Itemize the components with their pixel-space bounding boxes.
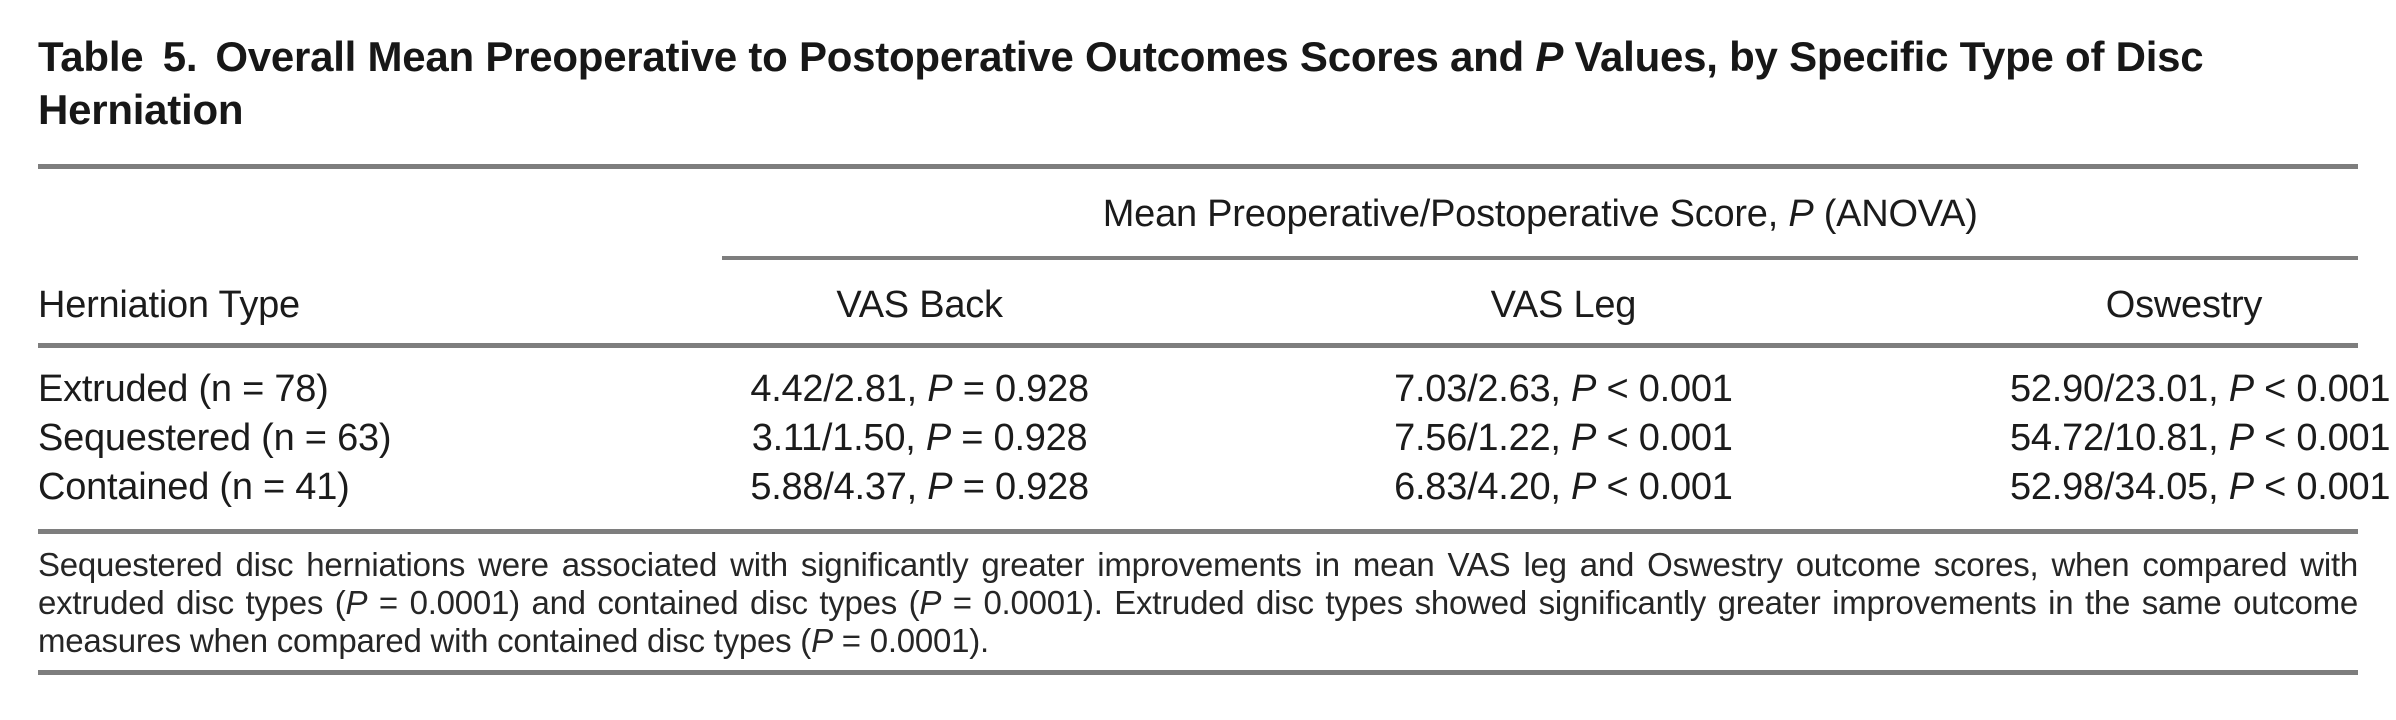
row-label: Contained (n = 41)	[38, 463, 723, 534]
table-title-text: Overall Mean Preoperative to Postoperati…	[38, 33, 2204, 133]
outcomes-table: Mean Preoperative/Postoperative Score, P…	[38, 164, 2391, 534]
bottom-rule	[38, 670, 2358, 675]
cell-vas-leg: 7.56/1.22, P < 0.001	[1394, 417, 1733, 459]
paper-table-page: Table 5. Overall Mean Preoperative to Pos…	[0, 30, 2396, 675]
row-label: Extruded (n = 78)	[38, 368, 329, 410]
spanner-row: Mean Preoperative/Postoperative Score, P…	[38, 166, 2358, 260]
column-header-vas-leg: VAS Leg	[1116, 258, 2010, 348]
table-number-label: Table 5.	[38, 33, 198, 80]
column-header-vas-back: VAS Back	[722, 258, 1117, 348]
cell-vas-leg: 6.83/4.20, P < 0.001	[1116, 463, 2010, 534]
cell-vas-back: 5.88/4.37, P = 0.928	[722, 463, 1117, 534]
table-footnote: Sequestered disc herniations were associ…	[38, 546, 2358, 659]
spanner-spacer-cell	[38, 167, 722, 259]
page-title: Table 5. Overall Mean Preoperative to Pos…	[38, 30, 2208, 136]
column-header-oswestry: Oswestry	[2009, 258, 2358, 348]
cell-oswestry: 52.90/23.01, P < 0.001	[2009, 368, 2391, 410]
cell-vas-back: 3.11/1.50, P = 0.928	[751, 417, 1088, 459]
row-label: Sequestered (n = 63)	[38, 417, 392, 459]
table-row-extruded: Extruded (n = 78) 4.42/2.81, P = 0.928 7…	[38, 346, 2391, 415]
column-header-row: Herniation Type VAS Back VAS Leg Oswestr…	[38, 258, 2358, 348]
table-row-contained: Contained (n = 41) 5.88/4.37, P = 0.928 …	[38, 463, 2391, 534]
column-group-header: Mean Preoperative/Postoperative Score, P…	[722, 166, 2358, 260]
column-header-herniation-type: Herniation Type	[38, 258, 723, 348]
cell-vas-leg: 7.03/2.63, P < 0.001	[1394, 368, 1733, 410]
cell-oswestry: 54.72/10.81, P < 0.001	[2009, 417, 2391, 459]
table-row-sequestered: Sequestered (n = 63) 3.11/1.50, P = 0.92…	[38, 414, 2391, 463]
cell-oswestry: 52.98/34.05, P < 0.001	[2009, 463, 2391, 534]
cell-vas-back: 4.42/2.81, P = 0.928	[750, 368, 1089, 410]
